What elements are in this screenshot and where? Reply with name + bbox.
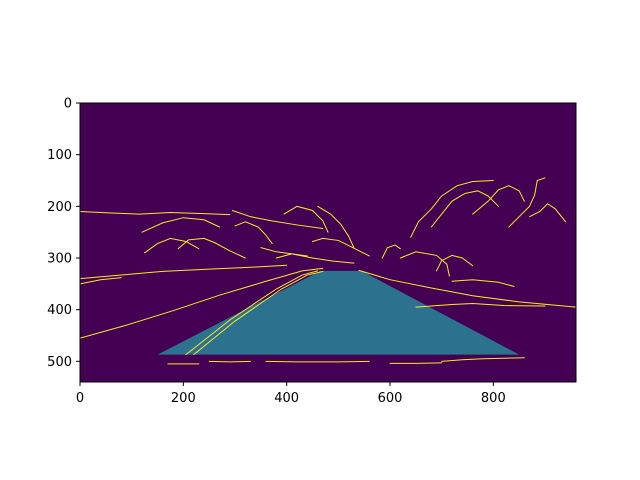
edge-line bbox=[415, 302, 546, 308]
edge-line bbox=[177, 237, 246, 259]
edge-line bbox=[389, 362, 443, 364]
edge-line bbox=[193, 270, 324, 356]
edge-line bbox=[80, 267, 324, 339]
edge-line bbox=[430, 190, 499, 228]
edge-line bbox=[141, 217, 220, 233]
edge-line bbox=[275, 253, 355, 264]
edge-line bbox=[399, 251, 450, 277]
y-tick-label: 400 bbox=[47, 303, 72, 318]
edge-lines bbox=[80, 177, 576, 365]
edge-line bbox=[472, 185, 525, 215]
edge-line bbox=[283, 205, 329, 233]
edge-line bbox=[185, 270, 319, 356]
edge-line bbox=[529, 203, 567, 223]
edge-line bbox=[381, 244, 401, 259]
edge-line bbox=[80, 211, 231, 216]
edge-line bbox=[231, 209, 324, 230]
y-tick-label: 300 bbox=[47, 252, 72, 267]
axes-frame bbox=[79, 102, 577, 383]
edge-line bbox=[80, 264, 288, 280]
x-axis: 0 200 400 600 800 bbox=[76, 382, 506, 406]
y-axis: 0 100 200 300 400 500 bbox=[47, 97, 80, 370]
x-tick-label: 600 bbox=[378, 391, 403, 406]
edge-line bbox=[208, 360, 251, 363]
edge-line bbox=[260, 247, 308, 257]
edge-line bbox=[80, 277, 122, 285]
y-tick-label: 100 bbox=[47, 148, 72, 163]
x-tick-label: 0 bbox=[76, 391, 84, 406]
edge-line bbox=[410, 180, 494, 238]
x-tick-label: 800 bbox=[481, 391, 506, 406]
edge-line bbox=[441, 357, 525, 362]
edge-line bbox=[451, 279, 515, 287]
masked-region bbox=[157, 270, 520, 355]
edge-line bbox=[436, 254, 474, 272]
edge-line bbox=[508, 177, 546, 228]
edge-line bbox=[358, 269, 576, 308]
x-tick-label: 200 bbox=[171, 391, 196, 406]
edge-line bbox=[265, 360, 370, 363]
edge-line bbox=[144, 237, 200, 254]
edge-line bbox=[234, 221, 273, 245]
y-tick-label: 500 bbox=[47, 355, 72, 370]
y-tick-label: 0 bbox=[64, 97, 72, 112]
edge-line bbox=[317, 205, 355, 249]
x-tick-label: 400 bbox=[274, 391, 299, 406]
edge-line bbox=[312, 237, 370, 257]
y-tick-label: 200 bbox=[47, 200, 72, 215]
